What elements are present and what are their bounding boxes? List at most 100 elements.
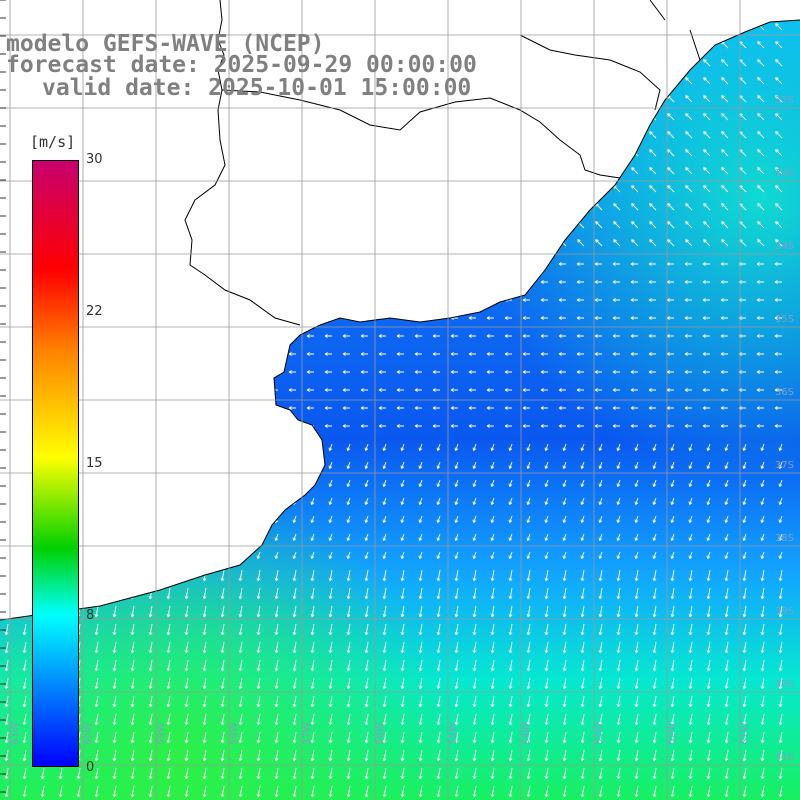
direction-arrow	[522, 262, 530, 266]
direction-arrow	[778, 497, 783, 505]
direction-arrow	[145, 239, 153, 247]
direction-arrow	[324, 262, 332, 266]
direction-arrow	[724, 461, 729, 469]
direction-arrow	[720, 298, 728, 302]
direction-arrow	[346, 749, 351, 762]
direction-arrow	[544, 515, 549, 523]
direction-arrow	[774, 262, 782, 266]
lon-label-53w: 53W	[594, 722, 605, 745]
direction-arrow	[238, 713, 243, 726]
direction-arrow	[379, 221, 387, 229]
direction-arrow	[324, 370, 332, 374]
direction-arrow	[238, 497, 243, 505]
direction-arrow	[127, 113, 135, 121]
direction-arrow	[577, 185, 585, 193]
direction-arrow	[180, 370, 188, 374]
direction-arrow	[487, 59, 495, 67]
direction-arrow	[523, 167, 531, 175]
direction-arrow	[1, 185, 9, 193]
direction-arrow	[612, 406, 620, 410]
direction-arrow	[580, 785, 585, 798]
direction-arrow	[526, 461, 531, 469]
direction-arrow	[216, 334, 224, 338]
direction-arrow	[562, 785, 567, 798]
direction-arrow	[595, 149, 603, 157]
direction-arrow	[382, 443, 387, 451]
direction-arrow	[648, 334, 656, 338]
direction-arrow	[220, 443, 225, 451]
direction-arrow	[670, 623, 675, 636]
direction-arrow	[346, 533, 351, 541]
direction-arrow	[382, 533, 387, 541]
direction-arrow	[184, 767, 189, 780]
direction-arrow	[253, 149, 261, 157]
direction-arrow	[613, 95, 621, 103]
direction-arrow	[468, 424, 476, 428]
direction-arrow	[702, 352, 710, 356]
direction-arrow	[382, 569, 387, 582]
direction-arrow	[166, 587, 171, 600]
direction-arrow	[544, 479, 549, 487]
direction-arrow	[379, 113, 387, 121]
direction-arrow	[724, 497, 729, 505]
direction-arrow	[306, 352, 314, 356]
direction-arrow	[112, 623, 117, 636]
direction-arrow	[688, 605, 693, 618]
direction-arrow	[490, 497, 495, 505]
direction-arrow	[126, 370, 134, 374]
direction-arrow	[360, 424, 368, 428]
direction-arrow	[163, 185, 171, 193]
direction-arrow	[760, 659, 765, 672]
direction-arrow	[19, 185, 27, 193]
direction-arrow	[184, 713, 189, 726]
direction-arrow	[361, 239, 369, 247]
direction-arrow	[559, 77, 567, 85]
direction-arrow	[235, 149, 243, 157]
direction-arrow	[649, 131, 657, 139]
direction-arrow	[382, 587, 387, 600]
direction-arrow	[22, 641, 27, 654]
direction-arrow	[235, 131, 243, 139]
direction-arrow	[127, 167, 135, 175]
lat-label-40s: 40S	[774, 679, 794, 690]
direction-arrow	[544, 533, 549, 541]
direction-arrow	[688, 731, 693, 744]
direction-arrow	[1, 23, 9, 31]
direction-arrow	[91, 239, 99, 247]
direction-arrow	[724, 533, 729, 541]
direction-arrow	[126, 262, 134, 266]
direction-arrow	[148, 443, 153, 451]
direction-arrow	[562, 767, 567, 780]
direction-arrow	[400, 497, 405, 505]
direction-arrow	[724, 677, 729, 690]
direction-arrow	[775, 77, 783, 85]
direction-arrow	[94, 479, 99, 487]
direction-arrow	[130, 767, 135, 780]
direction-arrow	[630, 298, 638, 302]
direction-arrow	[379, 131, 387, 139]
direction-arrow	[252, 262, 260, 266]
direction-arrow	[649, 239, 657, 247]
direction-arrow	[198, 370, 206, 374]
direction-arrow	[184, 605, 189, 618]
direction-arrow	[288, 262, 296, 266]
direction-arrow	[342, 298, 350, 302]
direction-arrow	[397, 185, 405, 193]
direction-arrow	[580, 533, 585, 541]
direction-arrow	[400, 641, 405, 654]
direction-arrow	[256, 551, 261, 559]
direction-arrow	[454, 785, 459, 798]
direction-arrow	[379, 149, 387, 157]
direction-arrow	[342, 262, 350, 266]
direction-arrow	[364, 767, 369, 780]
direction-arrow	[252, 316, 260, 320]
direction-arrow	[382, 677, 387, 690]
colorbar-tick-22: 22	[86, 304, 103, 319]
direction-arrow	[580, 479, 585, 487]
direction-arrow	[397, 149, 405, 157]
direction-arrow	[1, 221, 9, 229]
direction-arrow	[342, 406, 350, 410]
direction-arrow	[703, 23, 711, 31]
direction-arrow	[22, 659, 27, 672]
direction-arrow	[126, 352, 134, 356]
